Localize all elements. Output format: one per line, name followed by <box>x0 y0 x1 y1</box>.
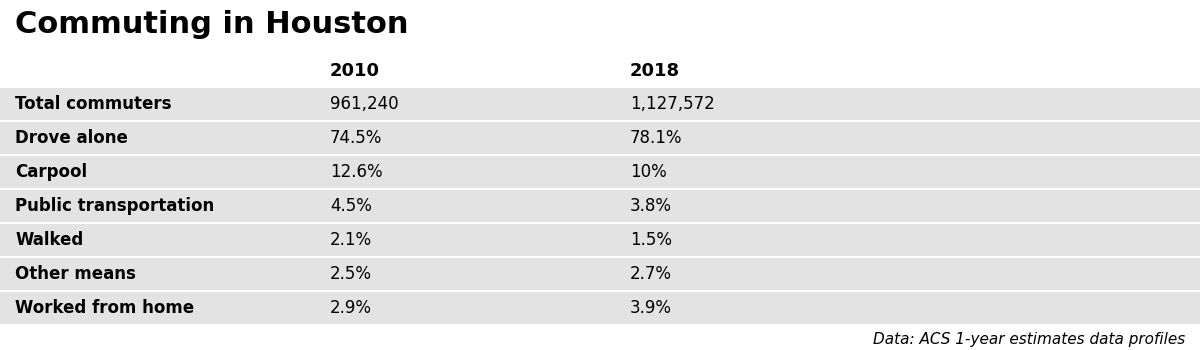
Text: 2.5%: 2.5% <box>330 265 372 283</box>
Text: 2.1%: 2.1% <box>330 231 372 249</box>
Text: 961,240: 961,240 <box>330 95 398 113</box>
Text: 3.8%: 3.8% <box>630 197 672 215</box>
Text: Total commuters: Total commuters <box>14 95 172 113</box>
Text: 78.1%: 78.1% <box>630 129 683 147</box>
Text: 4.5%: 4.5% <box>330 197 372 215</box>
Text: 1,127,572: 1,127,572 <box>630 95 715 113</box>
Bar <box>0 156 1200 188</box>
Text: 3.9%: 3.9% <box>630 299 672 317</box>
Text: Carpool: Carpool <box>14 163 88 181</box>
Text: 74.5%: 74.5% <box>330 129 383 147</box>
Bar <box>0 88 1200 120</box>
Bar <box>0 258 1200 290</box>
Text: Commuting in Houston: Commuting in Houston <box>14 10 408 39</box>
Text: 10%: 10% <box>630 163 667 181</box>
Text: 2010: 2010 <box>330 62 380 80</box>
Text: Worked from home: Worked from home <box>14 299 194 317</box>
Text: Other means: Other means <box>14 265 136 283</box>
Text: 2018: 2018 <box>630 62 680 80</box>
Text: Walked: Walked <box>14 231 83 249</box>
Text: Public transportation: Public transportation <box>14 197 215 215</box>
Bar <box>0 190 1200 222</box>
Bar <box>0 292 1200 324</box>
Text: 2.7%: 2.7% <box>630 265 672 283</box>
Text: 12.6%: 12.6% <box>330 163 383 181</box>
Text: Drove alone: Drove alone <box>14 129 128 147</box>
Text: 2.9%: 2.9% <box>330 299 372 317</box>
Bar <box>0 122 1200 154</box>
Bar <box>0 224 1200 256</box>
Text: 1.5%: 1.5% <box>630 231 672 249</box>
Text: Data: ACS 1-year estimates data profiles: Data: ACS 1-year estimates data profiles <box>872 332 1186 347</box>
